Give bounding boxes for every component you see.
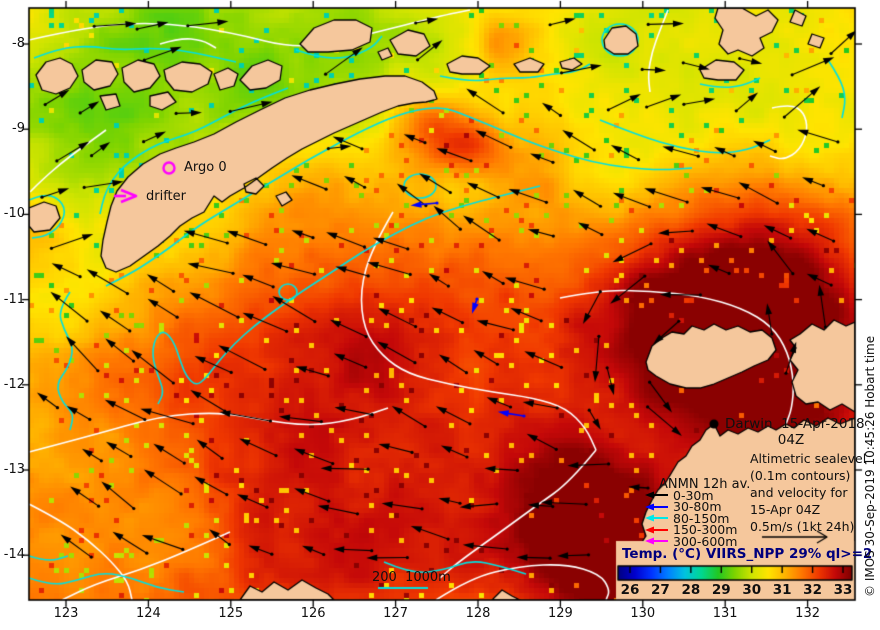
depth-arrow-icon (645, 491, 668, 499)
colorbar-tick-label: 29 (711, 582, 731, 598)
lon-tick-label: 130 (630, 606, 656, 621)
lat-tick-label: -9 (12, 121, 25, 137)
lon-tick-label: 131 (712, 606, 738, 621)
lon-tick-label: 132 (795, 606, 820, 621)
colorbar-tick-label: 28 (681, 582, 701, 598)
colorbar-tick-label: 33 (833, 582, 853, 598)
depth-arrow-icon (645, 537, 668, 545)
drifter-label: drifter (146, 189, 186, 204)
altimetric-note: Altimetric sealevel (0.1m contours) and ve… (750, 450, 866, 535)
colorbar-tick-label: 26 (620, 582, 640, 598)
altimetric-note-line: (0.1m contours) (750, 468, 851, 483)
depth-range-label: 30-80m (673, 499, 722, 515)
altimetric-note-line: and velocity for (750, 485, 848, 500)
anmn-legend-item: 30-80m (645, 499, 722, 515)
copyright-attribution: © IMOS 30-Sep-2019 10:45:26 Hobart time (863, 335, 877, 597)
depth-contour-legend: 200 1000m (372, 570, 451, 585)
colorbar-tick-label: 30 (742, 582, 762, 598)
anmn-legend-item: 150-300m (645, 522, 738, 538)
lat-tick-label: -14 (3, 547, 25, 563)
lat-tick-label: -11 (3, 291, 25, 307)
depth-arrow-icon (645, 503, 668, 511)
lon-tick-label: 124 (135, 606, 161, 621)
darwin-time-label: 04Z (777, 432, 805, 448)
depth-range-label: 300-600m (673, 533, 738, 549)
lon-tick-label: 129 (547, 606, 573, 621)
altimetric-note-line: 0.5m/s (1kt 24h) (750, 519, 855, 534)
anmn-legend-item: 0-30m (645, 487, 714, 503)
lat-tick-label: -8 (12, 36, 25, 51)
colorbar-title: Temp. (°C) VIIRS_NPP 29% ql>=2 (622, 546, 873, 562)
depth-range-label: 80-150m (673, 510, 730, 526)
lat-tick-label: -10 (3, 206, 25, 222)
depth-arrow-icon (645, 514, 668, 522)
lon-tick-label: 126 (300, 606, 326, 621)
lon-tick-label: 123 (53, 606, 79, 621)
lon-tick-label: 125 (218, 606, 244, 621)
darwin-date-label: Darwin 15-Apr-2018 (725, 416, 865, 432)
colorbar-tick-label: 31 (772, 582, 792, 598)
lon-tick-label: 127 (383, 606, 408, 621)
altimetric-note-line: Altimetric sealevel (750, 451, 867, 466)
depth-range-label: 0-30m (673, 487, 714, 503)
lat-tick-label: -13 (3, 462, 25, 477)
argo-float-label: Argo 0 (184, 160, 227, 175)
anmn-legend-item: 300-600m (645, 533, 738, 549)
lon-tick-label: 128 (465, 606, 491, 621)
colorbar-tick-label: 32 (803, 582, 822, 598)
anmn-legend-item: 80-150m (645, 510, 730, 526)
anmn-legend-title: ANMN 12h av. (659, 477, 751, 492)
altimetric-note-line: 15-Apr 04Z (750, 502, 821, 517)
lat-tick-label: -12 (3, 376, 25, 392)
colorbar-tick-label: 27 (651, 582, 670, 598)
depth-arrow-icon (645, 526, 668, 534)
depth-range-label: 150-300m (673, 522, 738, 538)
